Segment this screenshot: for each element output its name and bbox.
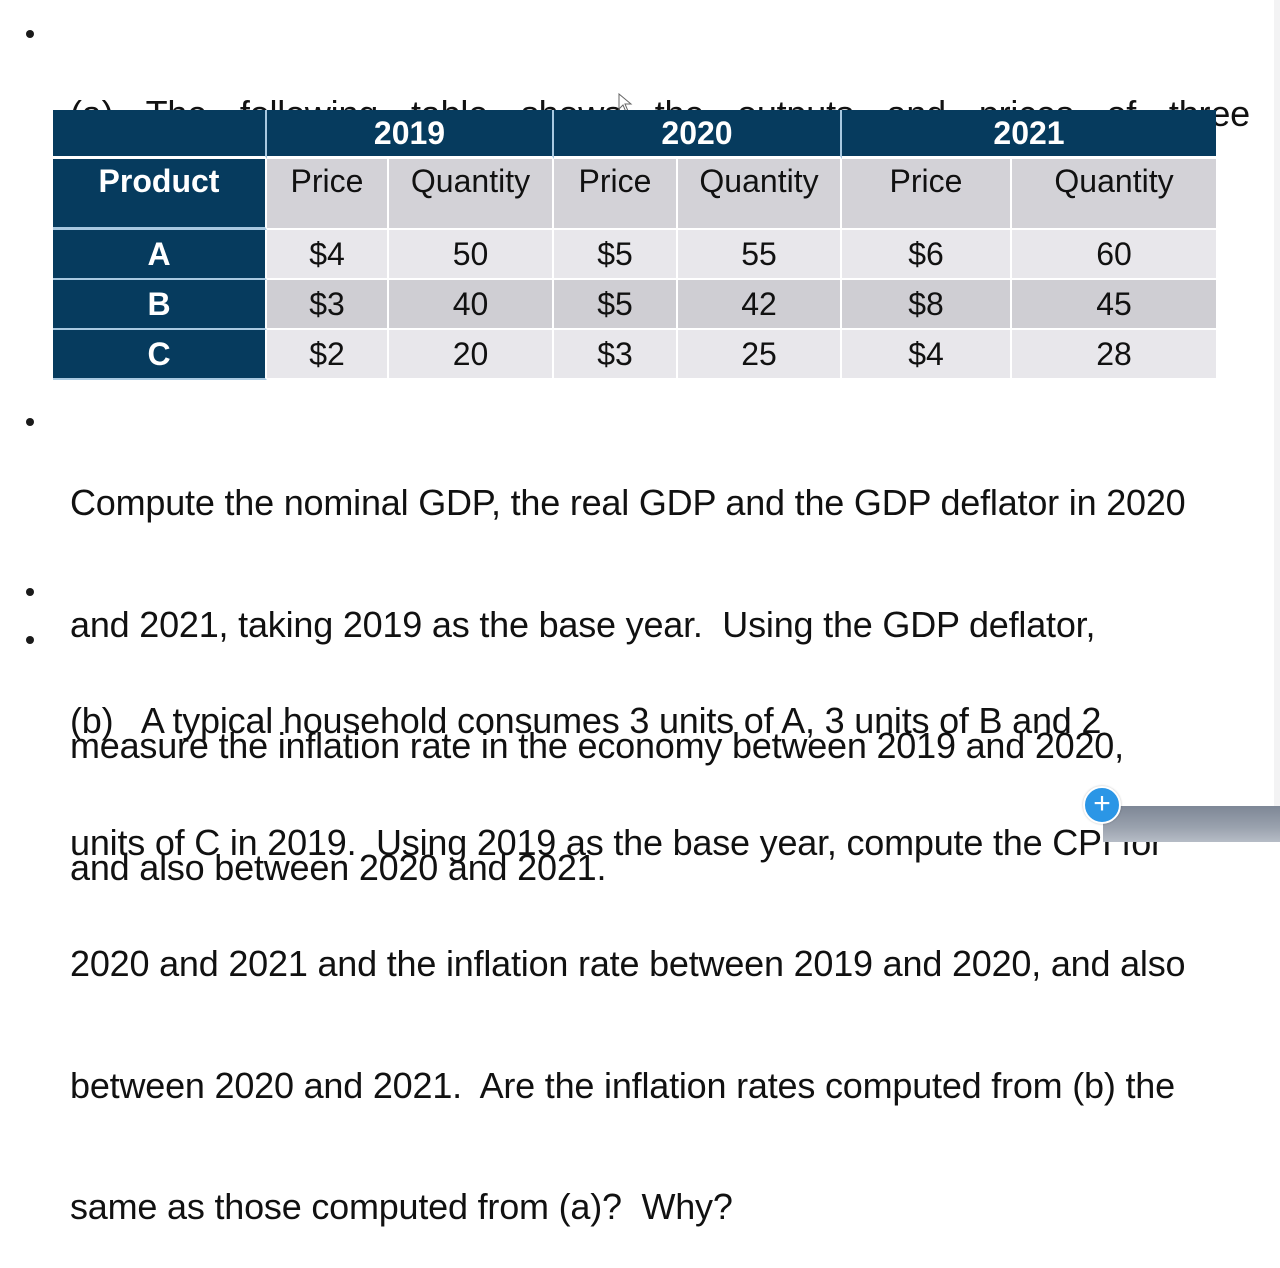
table-cell: 28 [1012, 330, 1216, 380]
question-b-line: between 2020 and 2021. Are the inflation… [70, 1064, 1175, 1106]
product-cell: C [53, 330, 267, 380]
product-header: Product [53, 159, 267, 230]
table-cell: 40 [389, 280, 554, 330]
table-row: B $3 40 $5 42 $8 45 [53, 280, 1216, 330]
question-a-line: measure the inflation rate in the econom… [70, 725, 1124, 766]
col-header-price: Price [554, 159, 678, 230]
bullet-point [24, 636, 36, 648]
table-cell: 50 [389, 230, 554, 280]
table-cell: 60 [1012, 230, 1216, 280]
add-button[interactable]: + [1083, 786, 1121, 824]
table-cell: $3 [267, 280, 389, 330]
question-a-line: and 2021, taking 2019 as the base year. … [70, 603, 1096, 645]
table-cell: $4 [267, 230, 389, 280]
table-cell: 42 [678, 280, 842, 330]
table-cell: $5 [554, 230, 678, 280]
slide-edge [1274, 0, 1280, 806]
table-cell: $5 [554, 280, 678, 330]
question-a-paragraph: Compute the nominal GDP, the real GDP an… [70, 402, 1186, 929]
question-a-line: Compute the nominal GDP, the real GDP an… [70, 482, 1186, 523]
question-b-line: 2020 and 2021 and the inflation rate bet… [70, 943, 1186, 984]
col-header-quantity: Quantity [1012, 159, 1216, 230]
col-header-quantity: Quantity [389, 159, 554, 230]
table-cell: $8 [842, 280, 1012, 330]
bullet-point [24, 418, 36, 430]
product-cell: B [53, 280, 267, 330]
table-row: A $4 50 $5 55 $6 60 [53, 230, 1216, 280]
table-row: C $2 20 $3 25 $4 28 [53, 330, 1216, 380]
question-b-line: units of C in 2019. Using 2019 as the ba… [70, 821, 1163, 863]
plus-icon: + [1093, 787, 1111, 820]
year-header-2020: 2020 [554, 110, 842, 159]
year-header-row: 2019 2020 2021 [53, 110, 1216, 159]
question-b-paragraph: (b) A typical household consumes 3 units… [70, 620, 1186, 1268]
bullet-point [24, 588, 36, 600]
corner-cell [53, 110, 267, 159]
col-header-quantity: Quantity [678, 159, 842, 230]
table-cell: $4 [842, 330, 1012, 380]
table-cell: $6 [842, 230, 1012, 280]
table-cell: 20 [389, 330, 554, 380]
column-header-row: Product Price Quantity Price Quantity Pr… [53, 159, 1216, 230]
question-b-line: same as those computed from (a)? Why? [70, 1186, 733, 1227]
outputs-prices-table: 2019 2020 2021 Product Price Quantity Pr… [53, 110, 1216, 380]
question-b-line: (b) A typical household consumes 3 units… [70, 700, 1102, 741]
year-header-2021: 2021 [842, 110, 1216, 159]
col-header-price: Price [842, 159, 1012, 230]
table-cell: 45 [1012, 280, 1216, 330]
col-header-price: Price [267, 159, 389, 230]
table-cell: $3 [554, 330, 678, 380]
product-cell: A [53, 230, 267, 280]
table-cell: 25 [678, 330, 842, 380]
video-thumbnail[interactable] [1103, 806, 1280, 842]
table-cell: 55 [678, 230, 842, 280]
year-header-2019: 2019 [267, 110, 554, 159]
table-cell: $2 [267, 330, 389, 380]
bullet-point [24, 30, 36, 42]
